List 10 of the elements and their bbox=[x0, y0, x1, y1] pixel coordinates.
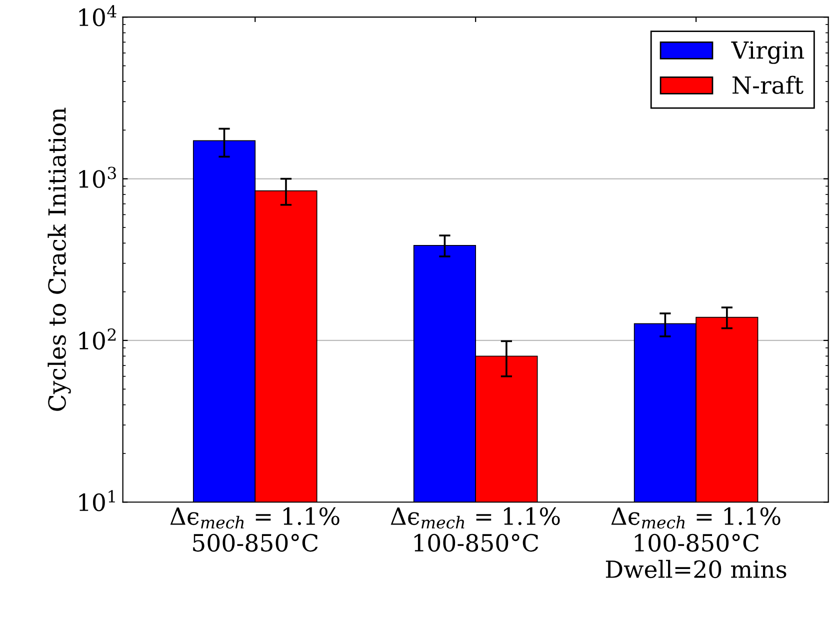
x-tick-label: Δϵ$_{mech}$ = 1.1% 100-850°C bbox=[390, 507, 560, 552]
y-tick-label: 10$^{1}$ bbox=[79, 490, 115, 512]
legend-label: N-raft bbox=[732, 76, 804, 94]
y-tick-label: 10$^{3}$ bbox=[79, 166, 116, 188]
y-axis-title: Cycles to Crack Initiation bbox=[48, 108, 71, 411]
legend-label: Virgin bbox=[731, 41, 804, 64]
y-tick-label: 10$^{2}$ bbox=[79, 328, 116, 350]
y-tick-label: 10$^{4}$ bbox=[79, 5, 116, 26]
x-tick-label: Δϵ$_{mech}$ = 1.1% 100-850°C Dwell=20 mins bbox=[606, 507, 786, 578]
x-tick-label: Δϵ$_{mech}$ = 1.1% 500-850°C bbox=[170, 507, 340, 552]
